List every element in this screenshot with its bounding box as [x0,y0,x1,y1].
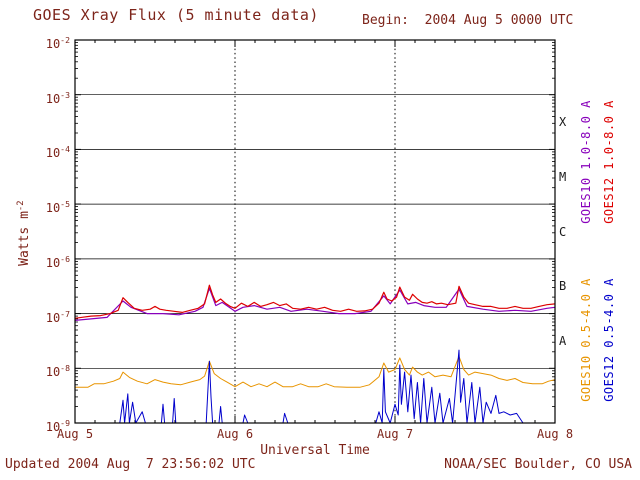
y-axis-label-exponent: -2 [15,200,26,212]
goes10-long-trace [74,287,556,321]
data-source: NOAA/SEC Boulder, CO USA [444,457,632,472]
y-tick-label: 10-5 [45,199,70,216]
legend-label-goes10-0-5-4-0-a: GOES10 0.5-4.0 A [579,278,593,402]
x-tick-label: Aug 7 [376,427,414,441]
legend-label-goes10-1-0-8-0-a: GOES10 1.0-8.0 A [579,100,593,224]
x-tick-label: Aug 8 [536,427,574,441]
y-tick-label: 10-2 [45,35,70,51]
legend-label-goes12-0-5-4-0-a: GOES12 0.5-4.0 A [602,278,616,402]
begin-timestamp: Begin: 2004 Aug 5 0000 UTC [362,13,574,28]
flare-class-label: X [559,115,567,130]
x-tick-label: Aug 6 [216,427,254,441]
y-tick-label: 10-8 [45,363,70,380]
legend-label-goes12-1-0-8-0-a: GOES12 1.0-8.0 A [602,100,616,224]
y-axis-label: Watts m-2 [16,173,32,293]
y-tick-label: 10-4 [45,144,70,161]
flare-class-label: C [559,224,567,239]
y-tick-label: 10-6 [45,253,70,270]
y-tick-label: 10-3 [45,89,70,106]
goes12-long-trace [74,284,556,319]
y-axis-label-text: Watts m [17,211,33,266]
flare-class-label: A [559,333,567,348]
updated-timestamp: Updated 2004 Aug 7 23:56:02 UTC [5,457,256,472]
flare-class-label: B [559,279,567,294]
flare-class-label: M [559,169,567,184]
plot-frame [74,39,556,424]
chart-title: GOES Xray Flux (5 minute data) [33,6,319,24]
y-tick-label: 10-7 [45,308,70,325]
x-tick-label: Aug 5 [56,427,94,441]
y-tick-label: 10-9 [45,418,70,434]
goes10-short-trace [75,355,556,388]
x-axis-label: Universal Time [260,443,370,458]
